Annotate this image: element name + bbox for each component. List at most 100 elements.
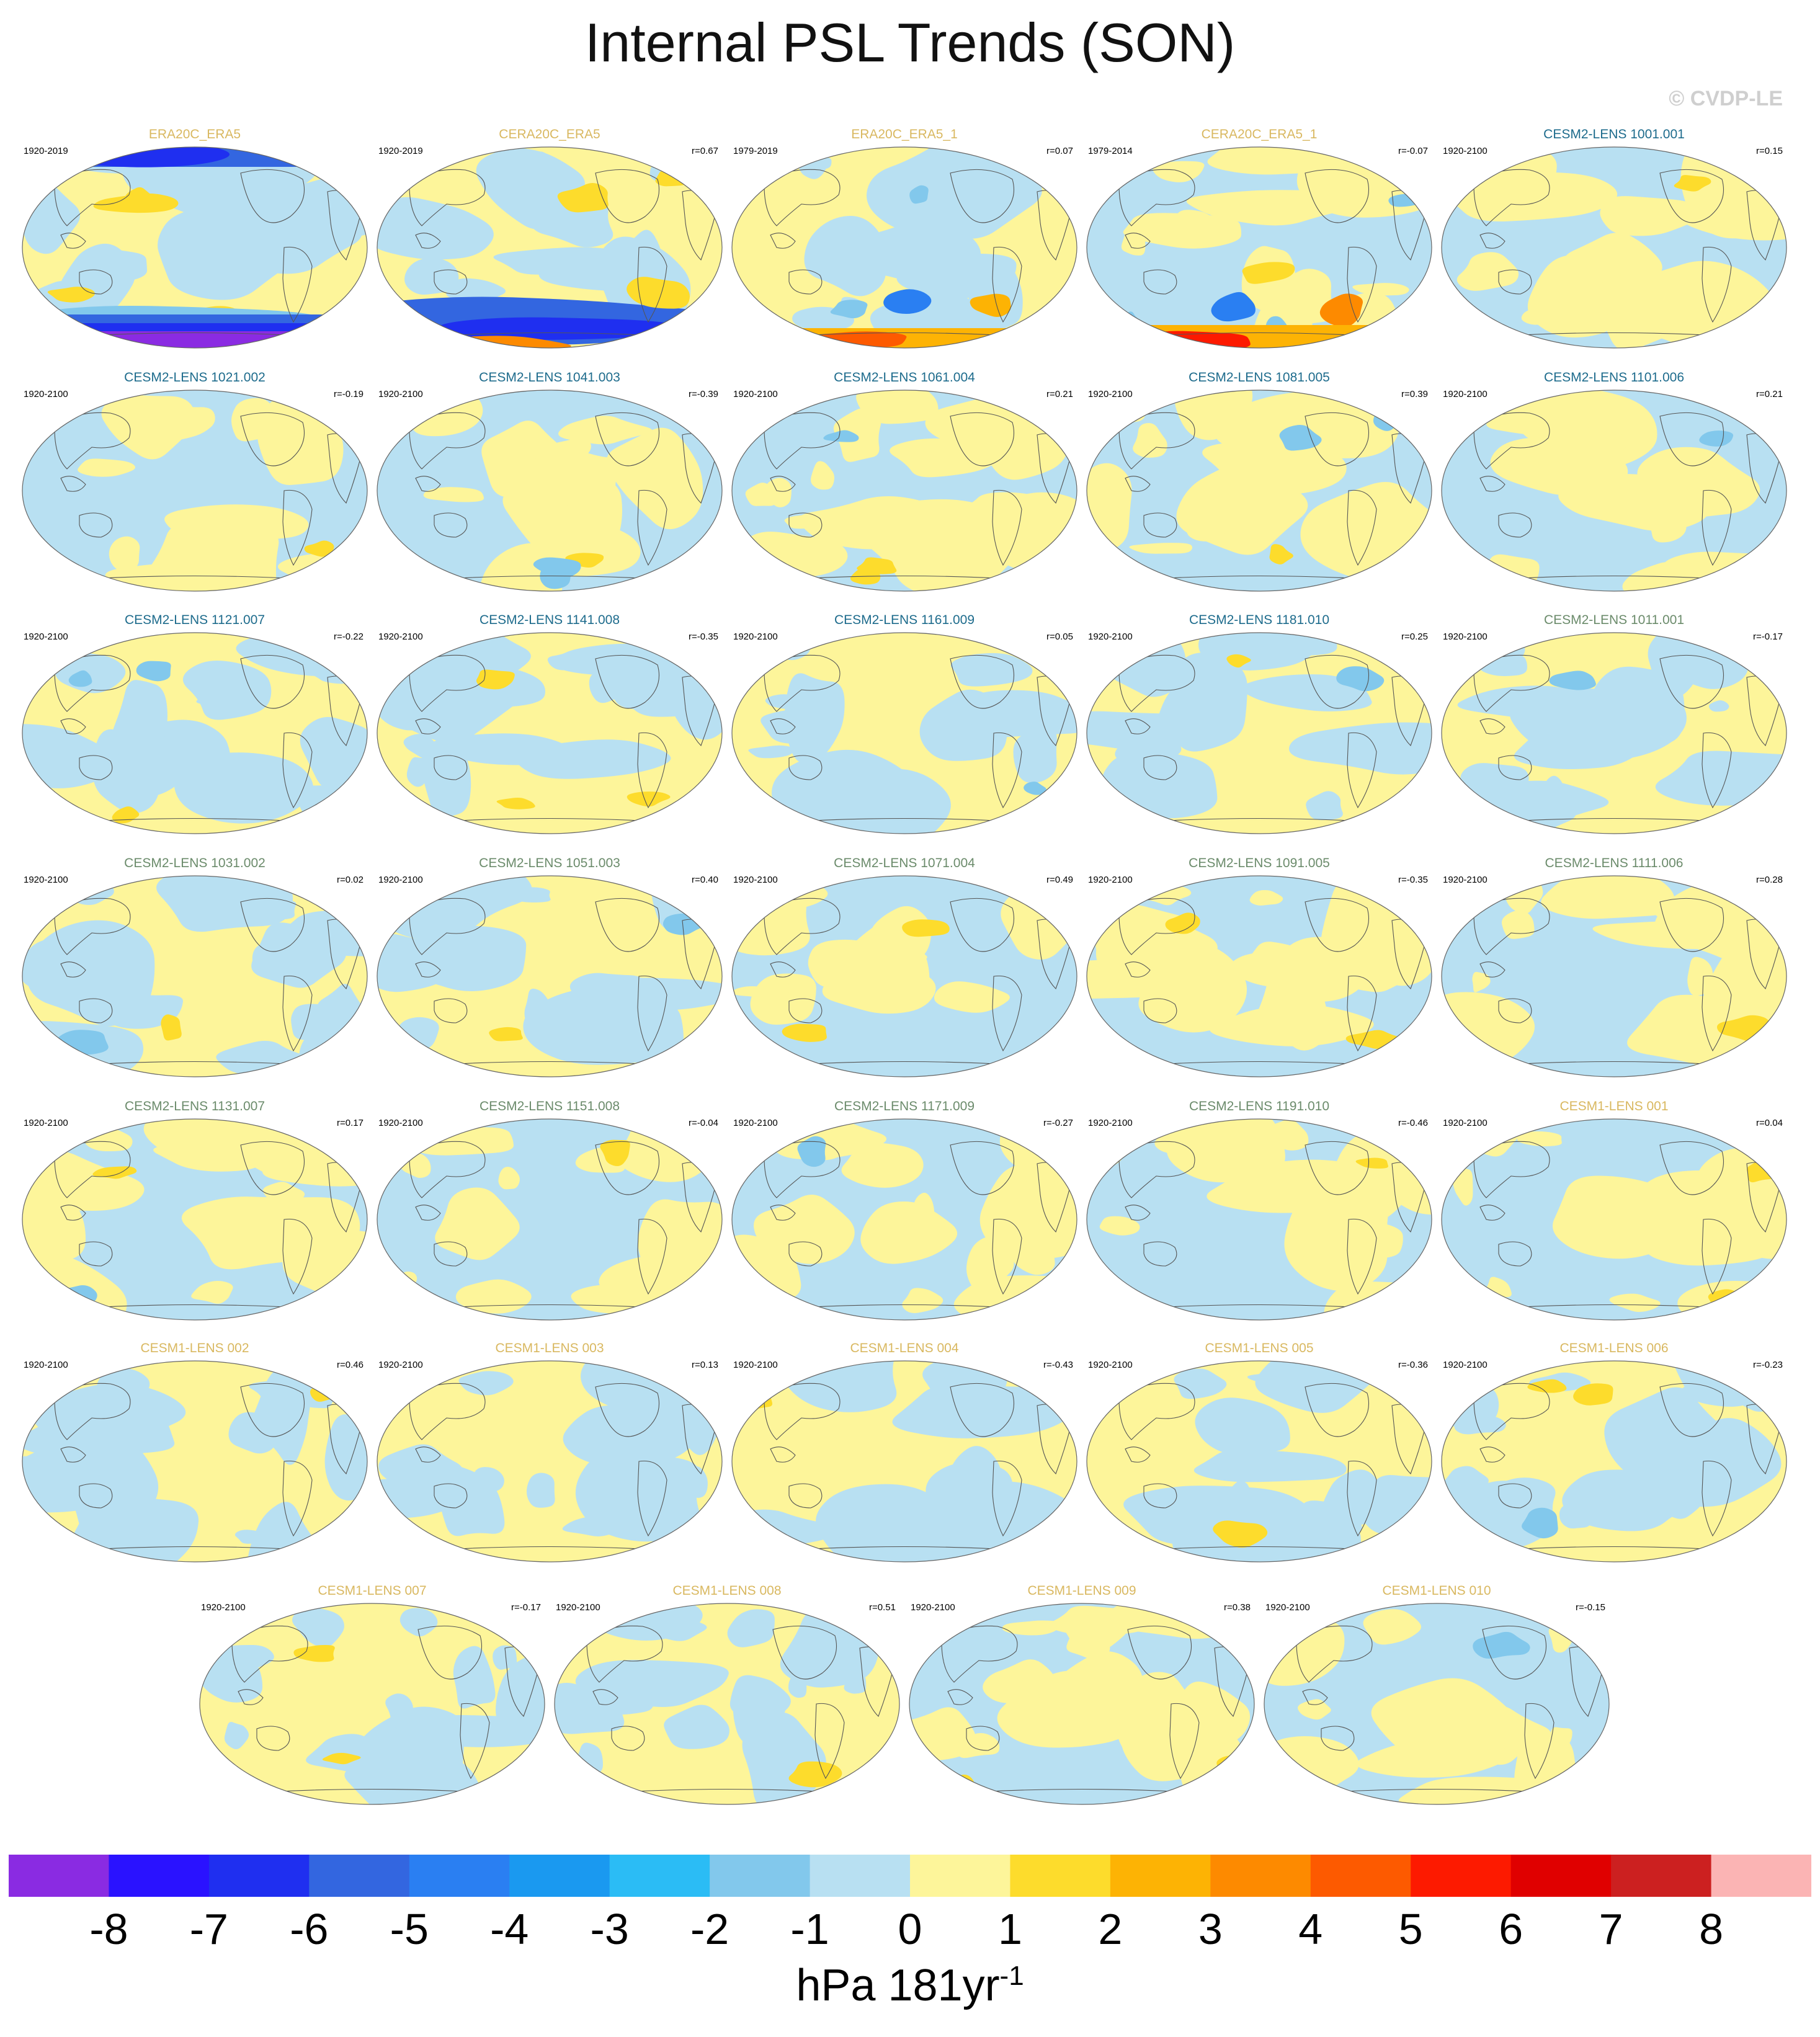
map-panel: CESM2-LENS 1091.005 1920-2100 r=-0.35: [1082, 856, 1437, 1079]
panel-period: 1920-2100: [201, 1602, 246, 1613]
panel-correlation: r=0.40: [692, 875, 718, 885]
colorbar-swatch: [9, 1855, 109, 1897]
panel-correlation: r=0.38: [1224, 1602, 1251, 1613]
map-panel: CESM2-LENS 1141.008 1920-2100 r=-0.35: [372, 613, 727, 836]
panel-title: CESM1-LENS 008: [672, 1584, 782, 1598]
colorbar-tick-label: 8: [1699, 1905, 1724, 1953]
panel-period: 1920-2019: [378, 146, 423, 156]
map-image: [1441, 146, 1787, 349]
panel-period: 1920-2100: [378, 389, 423, 399]
panel-title: CERA20C_ERA5_1: [1201, 127, 1318, 141]
panel-title: CESM2-LENS 1051.003: [479, 856, 620, 870]
map-image: [22, 390, 368, 592]
colorbar-tick-label: 0: [898, 1905, 922, 1953]
colorbar-tick-label: 2: [1098, 1905, 1123, 1953]
colorbar-tick-label: 4: [1298, 1905, 1323, 1953]
map-panel: CESM1-LENS 005 1920-2100 r=-0.36: [1082, 1341, 1437, 1564]
panel-correlation: r=-0.07: [1398, 146, 1428, 156]
panel-period: 1920-2100: [378, 875, 423, 885]
panel-title: CESM2-LENS 1031.002: [124, 856, 265, 870]
panel-period: 1920-2100: [1443, 1360, 1488, 1370]
panel-period: 1920-2100: [378, 1360, 423, 1370]
colorbar-tick-label: -8: [89, 1905, 128, 1953]
colorbar-swatch: [1310, 1855, 1411, 1897]
colorbar-units: hPa 181yr-1: [0, 1960, 1820, 2011]
panel-period: 1920-2100: [733, 1118, 778, 1128]
panel-correlation: r=0.07: [1046, 146, 1073, 156]
panel-correlation: r=-0.17: [1753, 631, 1783, 642]
map-image: [909, 1603, 1255, 1805]
panel-period: 1920-2100: [24, 1360, 68, 1370]
map-image: [1086, 146, 1432, 349]
panel-title: CESM1-LENS 004: [850, 1341, 959, 1355]
panel-correlation: r=0.46: [337, 1360, 364, 1370]
panel-period: 1920-2100: [1443, 875, 1488, 885]
panel-period: 1920-2100: [1443, 1118, 1488, 1128]
panel-correlation: r=-0.17: [511, 1602, 541, 1613]
panel-period: 1920-2100: [556, 1602, 600, 1613]
map-panel: CESM2-LENS 1021.002 1920-2100 r=-0.19: [17, 370, 372, 594]
map-image: [1441, 1360, 1787, 1562]
colorbar-swatch: [1110, 1855, 1211, 1897]
colorbar-swatch: [1411, 1855, 1512, 1897]
panel-period: 1920-2100: [24, 631, 68, 642]
colorbar-tick-label: -2: [690, 1905, 729, 1953]
panel-title: CESM1-LENS 005: [1205, 1341, 1314, 1355]
colorbar-swatch: [1210, 1855, 1311, 1897]
colorbar-swatch: [509, 1855, 610, 1897]
colorbar-swatch: [1611, 1855, 1712, 1897]
colorbar-swatch: [810, 1855, 911, 1897]
map-panel: CESM2-LENS 1171.009 1920-2100 r=-0.27: [727, 1099, 1082, 1322]
panel-title: CESM1-LENS 002: [140, 1341, 249, 1355]
map-image: [554, 1603, 900, 1805]
map-panel: CESM2-LENS 1181.010 1920-2100 r=0.25: [1082, 613, 1437, 836]
panel-period: 1920-2100: [378, 631, 423, 642]
panel-period: 1920-2100: [1088, 875, 1133, 885]
panel-correlation: r=-0.15: [1576, 1602, 1605, 1613]
map-panel: CESM2-LENS 1081.005 1920-2100 r=0.39: [1082, 370, 1437, 594]
panel-correlation: r=0.04: [1756, 1118, 1783, 1128]
colorbar-tick-label: -3: [590, 1905, 629, 1953]
panel-correlation: r=0.02: [337, 875, 364, 885]
units-exponent: -1: [999, 1961, 1024, 1991]
map-panel: CESM2-LENS 1101.006 1920-2100 r=0.21: [1437, 370, 1791, 594]
map-panel: CESM1-LENS 002 1920-2100 r=0.46: [17, 1341, 372, 1564]
panel-title: ERA20C_ERA5: [148, 127, 241, 141]
panel-title: CESM2-LENS 1141.008: [479, 613, 620, 627]
panel-correlation: r=0.49: [1046, 875, 1073, 885]
colorbar: [9, 1855, 1811, 1897]
colorbar-swatch: [609, 1855, 710, 1897]
panel-title: CESM2-LENS 1101.006: [1543, 370, 1685, 385]
colorbar-tick-label: -5: [390, 1905, 429, 1953]
colorbar-tick-label: -7: [189, 1905, 228, 1953]
map-image: [377, 1118, 723, 1321]
map-image: [22, 1360, 368, 1562]
map-panel: CESM1-LENS 001 1920-2100 r=0.04: [1437, 1099, 1791, 1322]
colorbar-tick-label: -1: [790, 1905, 829, 1953]
panel-period: 1920-2100: [733, 1360, 778, 1370]
panel-correlation: r=-0.04: [689, 1118, 718, 1128]
panel-title: CESM2-LENS 1191.010: [1189, 1099, 1330, 1113]
map-panel: CESM2-LENS 1131.007 1920-2100 r=0.17: [17, 1099, 372, 1322]
panel-grid: ERA20C_ERA5 1920-2019 CERA20C_ERA5 1920-201…: [17, 127, 1791, 1807]
colorbar-swatch: [1010, 1855, 1111, 1897]
map-image: [377, 390, 723, 592]
map-image: [377, 632, 723, 834]
panel-correlation: r=-0.36: [1398, 1360, 1428, 1370]
panel-period: 1920-2019: [24, 146, 68, 156]
colorbar-swatch: [910, 1855, 1010, 1897]
panel-period: 1920-2100: [911, 1602, 955, 1613]
map-image: [22, 875, 368, 1077]
map-panel: CESM2-LENS 1051.003 1920-2100 r=0.40: [372, 856, 727, 1079]
colorbar-swatch: [1510, 1855, 1612, 1897]
panel-title: CESM2-LENS 1071.004: [834, 856, 975, 870]
panel-correlation: r=0.15: [1756, 146, 1783, 156]
panel-period: 1920-2100: [24, 875, 68, 885]
map-panel: CESM1-LENS 003 1920-2100 r=0.13: [372, 1341, 727, 1564]
panel-period: 1920-2100: [24, 1118, 68, 1128]
panel-period: 1920-2100: [1088, 631, 1133, 642]
map-panel: CESM1-LENS 009 1920-2100 r=0.38: [904, 1584, 1259, 1807]
panel-period: 1920-2100: [733, 631, 778, 642]
map-image: [377, 146, 723, 349]
panel-correlation: r=0.28: [1756, 875, 1783, 885]
